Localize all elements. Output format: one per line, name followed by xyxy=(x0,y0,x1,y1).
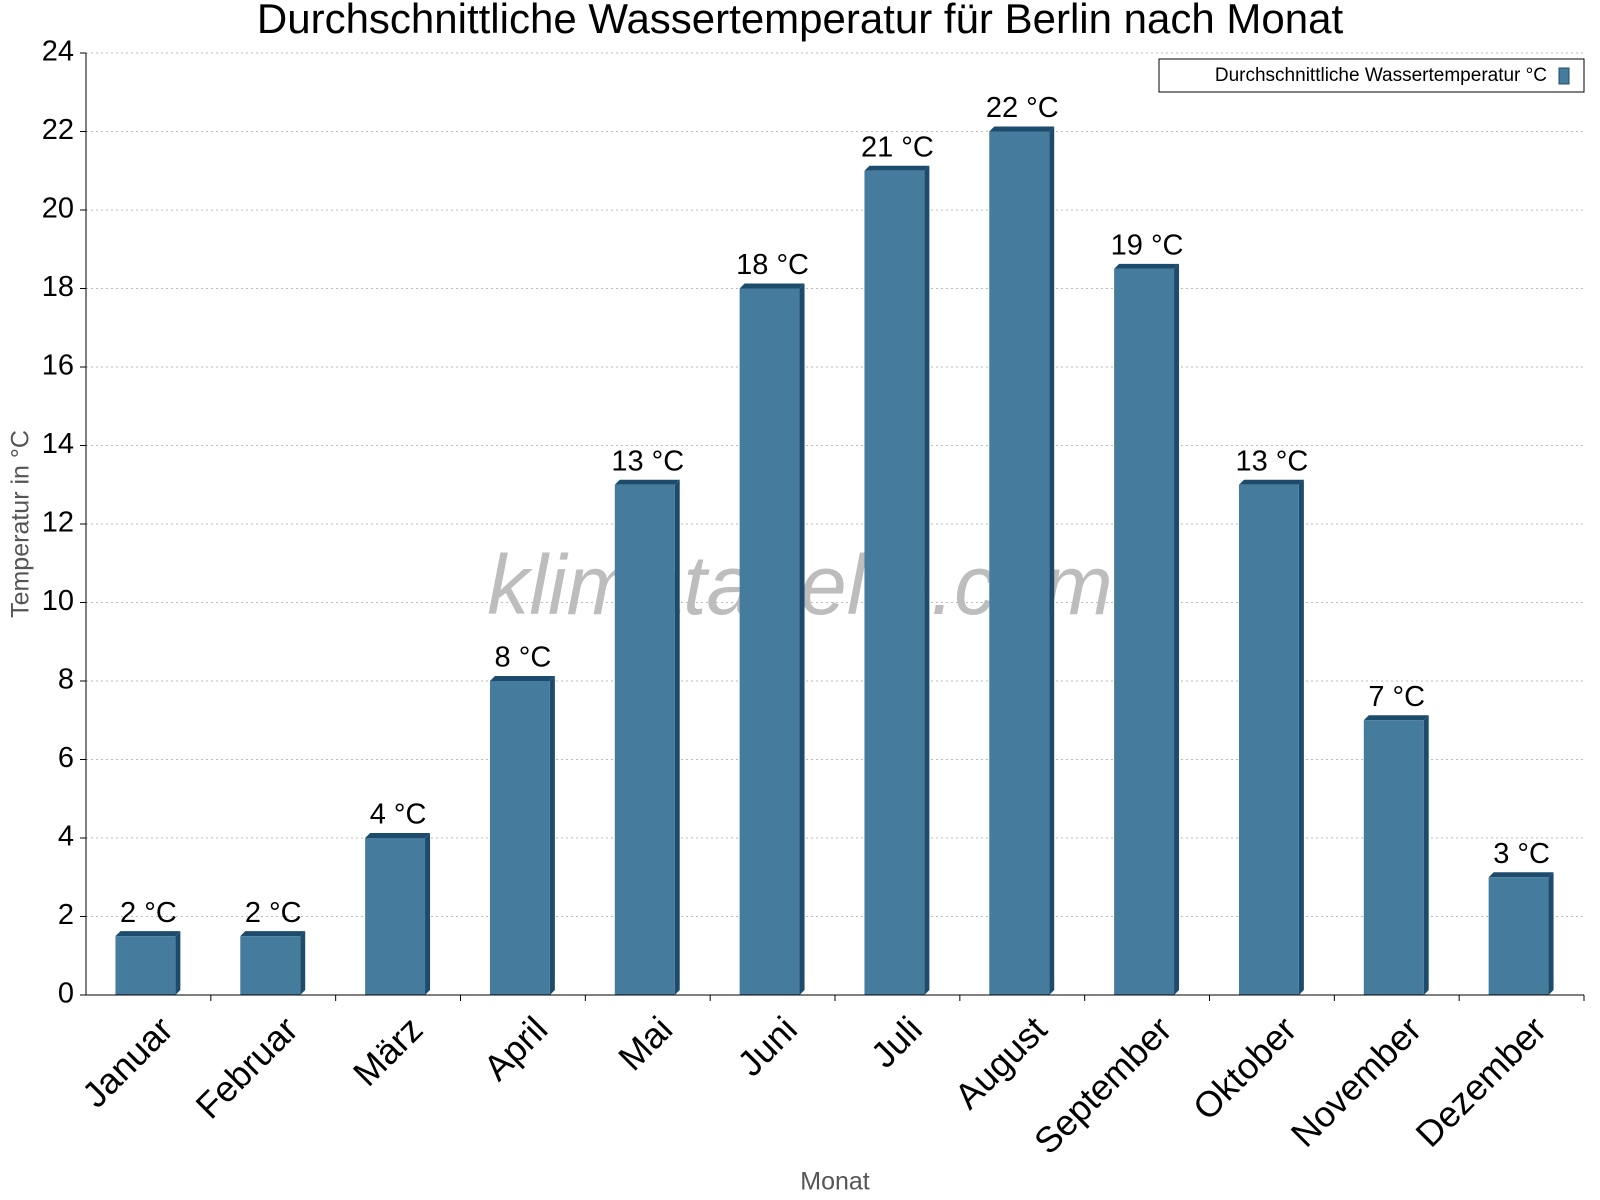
bar xyxy=(739,288,800,995)
y-tick-label: 4 xyxy=(58,821,74,853)
data-label: 13 °C xyxy=(611,445,684,477)
bar-top xyxy=(989,126,1055,132)
bar-side xyxy=(300,931,306,995)
y-tick-label: 8 xyxy=(58,664,74,696)
y-tick-label: 6 xyxy=(58,742,74,774)
data-label: 13 °C xyxy=(1235,445,1308,477)
legend-box xyxy=(1158,58,1585,93)
data-label: 22 °C xyxy=(986,92,1059,124)
bar-side xyxy=(1548,872,1554,995)
bar-side xyxy=(924,165,930,995)
x-tick-label: Mai xyxy=(610,1008,680,1078)
bar xyxy=(864,170,925,995)
bar-side xyxy=(1174,263,1180,995)
data-label: 4 °C xyxy=(370,799,427,831)
bar-top xyxy=(1488,872,1554,878)
x-tick-label: April xyxy=(475,1008,555,1088)
bar xyxy=(240,936,301,995)
y-tick-label: 16 xyxy=(42,350,74,382)
bar-top xyxy=(1114,263,1180,269)
y-tick-label: 12 xyxy=(42,507,74,539)
y-tick-label: 20 xyxy=(42,193,74,225)
bar xyxy=(489,681,550,995)
x-tick-label: Oktober xyxy=(1185,1008,1305,1128)
y-tick-label: 18 xyxy=(42,271,74,303)
bar-top xyxy=(115,931,181,937)
bar xyxy=(365,838,426,995)
bar-top xyxy=(1363,715,1429,721)
x-tick-label: Dezember xyxy=(1408,1008,1554,1154)
bar-top xyxy=(489,676,555,681)
data-label: 18 °C xyxy=(736,249,809,281)
legend-swatch xyxy=(1558,67,1570,85)
x-tick-label: November xyxy=(1283,1008,1429,1154)
data-label: 19 °C xyxy=(1111,230,1184,262)
bar-top xyxy=(1238,479,1304,485)
x-tick-label: Juli xyxy=(863,1008,930,1075)
y-tick-label: 22 xyxy=(42,114,74,146)
data-label: 2 °C xyxy=(120,897,177,929)
x-tick-label: August xyxy=(946,1008,1054,1116)
bar-top xyxy=(614,479,680,485)
chart-title: Durchschnittliche Wassertemperatur für B… xyxy=(257,0,1344,42)
bar-side xyxy=(1423,715,1429,995)
x-axis-title: Monat xyxy=(800,1168,870,1196)
bar xyxy=(1114,268,1175,995)
data-label: 21 °C xyxy=(861,131,934,163)
bar xyxy=(989,131,1050,995)
bar-top xyxy=(365,833,431,838)
data-label: 3 °C xyxy=(1493,838,1550,870)
x-tick-label: Juni xyxy=(729,1008,805,1084)
bar-top xyxy=(240,931,306,937)
bar-side xyxy=(175,931,181,995)
bar xyxy=(1363,720,1424,995)
x-tick-label: September xyxy=(1026,1008,1180,1162)
y-axis-title: Temperatur in °C xyxy=(7,430,35,618)
legend-label: Durchschnittliche Wassertemperatur °C xyxy=(1215,65,1547,86)
bar xyxy=(1488,877,1549,995)
data-label: 8 °C xyxy=(495,642,552,674)
data-label: 2 °C xyxy=(245,897,302,929)
y-tick-label: 0 xyxy=(58,978,74,1010)
bar-top xyxy=(864,165,930,171)
x-tick-label: Januar xyxy=(74,1008,181,1115)
x-tick-label: März xyxy=(345,1008,431,1094)
y-tick-label: 10 xyxy=(42,585,74,617)
bar-side xyxy=(674,479,680,995)
bar-top xyxy=(739,283,805,289)
bar-side xyxy=(1298,479,1304,995)
bar xyxy=(1238,484,1299,995)
bar-side xyxy=(799,283,805,995)
y-tick-label: 24 xyxy=(42,36,74,68)
bar xyxy=(115,936,176,995)
y-tick-label: 14 xyxy=(42,428,74,460)
bar xyxy=(614,484,675,995)
x-tick-label: Februar xyxy=(188,1008,306,1126)
bar-side xyxy=(425,833,431,995)
bar-side xyxy=(549,676,555,995)
data-label: 7 °C xyxy=(1368,681,1425,713)
y-tick-label: 2 xyxy=(58,899,74,931)
bar-side xyxy=(1049,126,1055,995)
